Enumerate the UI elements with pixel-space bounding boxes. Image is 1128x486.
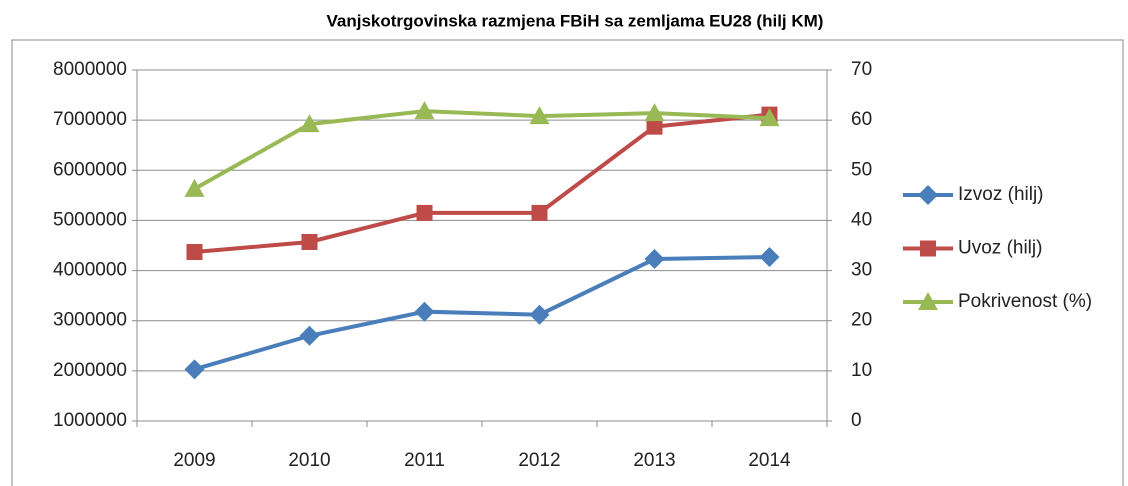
x-tick-label: 2009 bbox=[173, 450, 215, 471]
series-marker bbox=[646, 118, 663, 135]
series-marker bbox=[759, 247, 780, 268]
x-tick-label: 2013 bbox=[633, 450, 675, 471]
chart-title: Vanjskotrgovinska razmjena FBiH sa zemlj… bbox=[327, 11, 824, 30]
series-marker bbox=[414, 301, 435, 322]
y2-tick-label: 10 bbox=[851, 360, 872, 381]
series-marker bbox=[186, 244, 203, 261]
series-marker bbox=[531, 204, 548, 221]
series-marker bbox=[529, 106, 550, 125]
legend-label: Uvoz (hilj) bbox=[958, 238, 1042, 259]
legend-marker bbox=[920, 240, 936, 257]
series-marker bbox=[529, 304, 550, 325]
x-tick-label: 2011 bbox=[404, 450, 445, 471]
series-line bbox=[193, 109, 770, 191]
series-marker bbox=[414, 101, 435, 120]
series-marker bbox=[184, 178, 205, 197]
series-marker bbox=[759, 108, 780, 127]
x-tick-label: 2014 bbox=[748, 450, 791, 471]
series-line bbox=[194, 112, 770, 255]
series-marker bbox=[299, 114, 320, 133]
series-marker bbox=[644, 249, 665, 270]
legend-marker bbox=[918, 185, 938, 205]
x-tick-label: 2010 bbox=[288, 450, 330, 471]
y-tick-label: 6000000 bbox=[53, 159, 127, 180]
series-marker bbox=[299, 325, 320, 346]
series-marker bbox=[416, 204, 433, 221]
y-tick-label: 3000000 bbox=[53, 310, 127, 331]
x-tick-label: 2012 bbox=[518, 450, 560, 471]
legend-label: Pokrivenost (%) bbox=[958, 291, 1092, 312]
y2-tick-label: 0 bbox=[851, 410, 862, 431]
legend-label: Izvoz (hilj) bbox=[958, 184, 1044, 205]
y-tick-label: 4000000 bbox=[53, 260, 127, 281]
y2-tick-label: 40 bbox=[851, 209, 872, 230]
series-marker bbox=[184, 359, 205, 380]
chart-border bbox=[11, 39, 1124, 486]
y-tick-label: 8000000 bbox=[53, 59, 127, 80]
y2-tick-label: 20 bbox=[851, 310, 872, 331]
y2-tick-label: 30 bbox=[851, 260, 872, 281]
y-tick-label: 2000000 bbox=[53, 360, 127, 381]
series-line bbox=[193, 255, 770, 372]
y2-tick-label: 60 bbox=[851, 109, 872, 130]
series-marker bbox=[301, 233, 318, 250]
y2-tick-label: 50 bbox=[851, 159, 872, 180]
y-tick-label: 7000000 bbox=[53, 109, 127, 130]
y-tick-label: 5000000 bbox=[53, 209, 127, 230]
series-marker bbox=[644, 103, 665, 122]
y2-tick-label: 70 bbox=[851, 59, 872, 80]
y-tick-label: 1000000 bbox=[53, 410, 127, 431]
legend-marker bbox=[918, 292, 938, 310]
